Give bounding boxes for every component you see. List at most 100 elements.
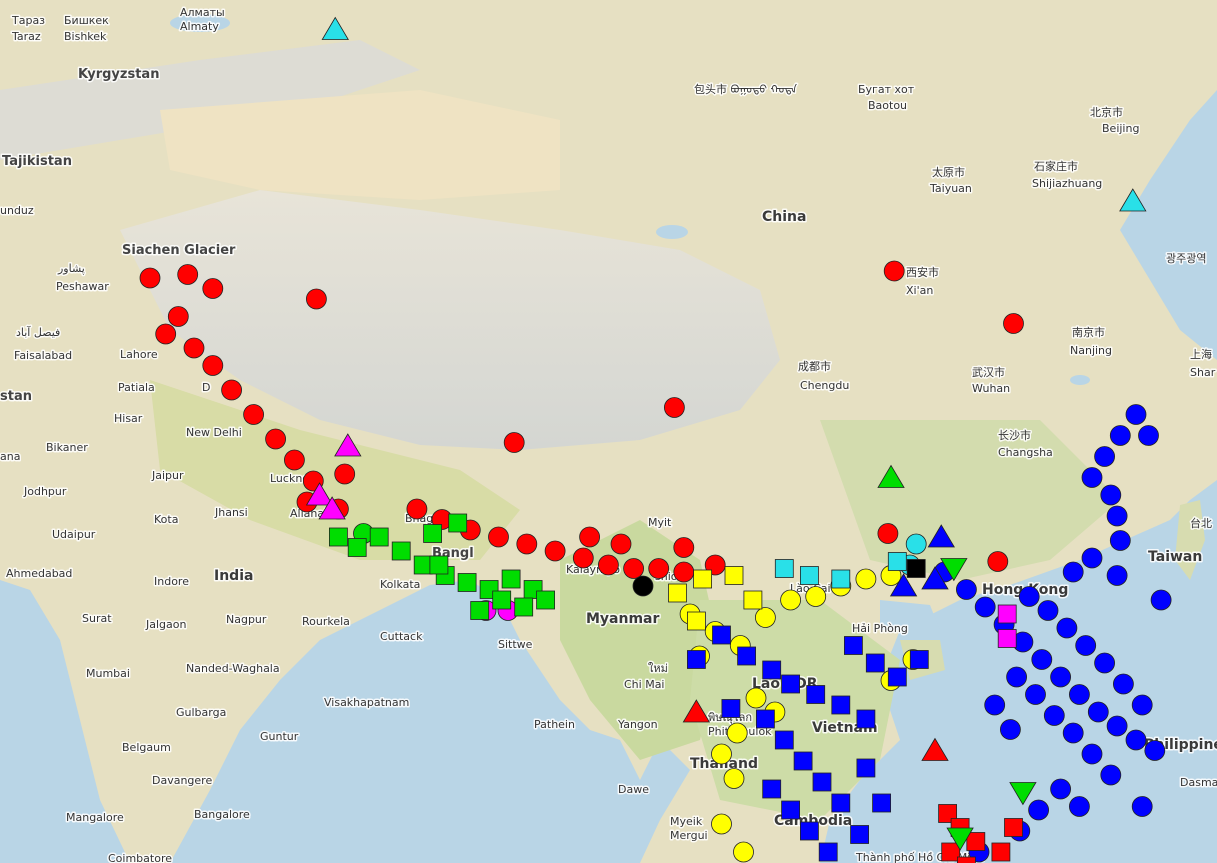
- marker-green-square-124[interactable]: [448, 513, 468, 533]
- marker-blue-circle-57[interactable]: [1043, 705, 1065, 726]
- marker-yellow-square-161[interactable]: [668, 583, 687, 603]
- marker-red-circle-20[interactable]: [516, 533, 538, 555]
- marker-red-circle-24[interactable]: [623, 558, 644, 579]
- marker-red-circle-6[interactable]: [202, 355, 224, 376]
- marker-red-circle-3[interactable]: [167, 306, 189, 327]
- marker-yellow-circle-98[interactable]: [745, 687, 767, 709]
- marker-blue-triangle-217[interactable]: [921, 566, 949, 590]
- marker-blue-circle-62[interactable]: [1069, 796, 1090, 817]
- marker-red-circle-23[interactable]: [598, 554, 619, 576]
- marker-red-square-182[interactable]: [991, 842, 1011, 862]
- marker-blue-circle-76[interactable]: [1081, 547, 1103, 569]
- marker-red-square-177[interactable]: [957, 856, 976, 863]
- marker-red-circle-31[interactable]: [503, 432, 525, 453]
- marker-red-circle-30[interactable]: [673, 537, 695, 558]
- marker-blue-square-137[interactable]: [756, 709, 775, 729]
- marker-red-circle-25[interactable]: [648, 558, 670, 579]
- marker-red-square-173[interactable]: [938, 804, 957, 823]
- marker-blue-circle-69[interactable]: [1094, 446, 1115, 467]
- marker-blue-square-155[interactable]: [909, 650, 929, 669]
- marker-green-square-116[interactable]: [391, 541, 411, 561]
- marker-blue-circle-73[interactable]: [1100, 484, 1122, 506]
- marker-black-square-170[interactable]: [906, 559, 926, 578]
- marker-blue-square-154[interactable]: [887, 667, 907, 687]
- marker-cyan-triangle-190[interactable]: [321, 16, 349, 40]
- marker-yellow-square-162[interactable]: [693, 569, 712, 589]
- marker-blue-square-160[interactable]: [721, 699, 741, 718]
- marker-blue-circle-52[interactable]: [1075, 635, 1097, 656]
- marker-blue-circle-47[interactable]: [1125, 729, 1147, 751]
- marker-blue-circle-81[interactable]: [1131, 796, 1153, 817]
- marker-blue-square-157[interactable]: [872, 793, 891, 813]
- marker-red-square-175[interactable]: [966, 832, 986, 851]
- marker-yellow-circle-91[interactable]: [755, 607, 776, 628]
- marker-red-square-183[interactable]: [1004, 818, 1023, 837]
- marker-green-triangle-209[interactable]: [877, 464, 905, 488]
- marker-green-square-121[interactable]: [501, 569, 521, 589]
- marker-blue-circle-70[interactable]: [1109, 425, 1131, 446]
- marker-yellow-square-163[interactable]: [724, 566, 744, 585]
- marker-green-square-129[interactable]: [536, 590, 555, 610]
- marker-red-circle-5[interactable]: [183, 337, 205, 359]
- marker-blue-circle-60[interactable]: [1100, 764, 1122, 786]
- marker-blue-circle-74[interactable]: [1106, 505, 1128, 527]
- marker-magenta-triangle-210[interactable]: [305, 482, 334, 506]
- marker-magenta-triangle-211[interactable]: [318, 496, 346, 520]
- marker-blue-square-142[interactable]: [762, 779, 782, 799]
- marker-blue-square-138[interactable]: [774, 730, 794, 750]
- marker-blue-square-144[interactable]: [800, 821, 819, 841]
- marker-magenta-square-171[interactable]: [997, 604, 1017, 624]
- marker-red-circle-33[interactable]: [883, 260, 905, 282]
- marker-blue-square-130[interactable]: [712, 625, 731, 645]
- marker-blue-circle-59[interactable]: [1081, 743, 1103, 765]
- marker-yellow-square-165[interactable]: [687, 611, 706, 631]
- marker-yellow-square-164[interactable]: [743, 590, 763, 610]
- marker-blue-square-131[interactable]: [737, 646, 756, 666]
- marker-blue-circle-67[interactable]: [1006, 666, 1027, 688]
- marker-red-circle-4[interactable]: [155, 323, 177, 345]
- marker-blue-square-145[interactable]: [818, 842, 838, 862]
- marker-blue-square-141[interactable]: [831, 793, 851, 813]
- marker-yellow-circle-103[interactable]: [711, 813, 732, 835]
- marker-blue-square-135[interactable]: [831, 695, 851, 715]
- marker-cyan-square-168[interactable]: [831, 569, 851, 589]
- marker-blue-circle-77[interactable]: [1062, 561, 1084, 583]
- marker-green-square-113[interactable]: [328, 527, 348, 547]
- marker-green-square-115[interactable]: [369, 527, 389, 547]
- marker-blue-circle-65[interactable]: [1000, 719, 1021, 740]
- marker-blue-circle-54[interactable]: [1113, 673, 1134, 695]
- marker-magenta-triangle-212[interactable]: [334, 433, 362, 457]
- marker-yellow-circle-92[interactable]: [780, 589, 801, 611]
- marker-red-circle-26[interactable]: [673, 561, 695, 583]
- marker-blue-circle-68[interactable]: [1081, 467, 1103, 488]
- marker-blue-square-139[interactable]: [793, 751, 813, 771]
- marker-red-circle-28[interactable]: [579, 526, 600, 548]
- marker-blue-circle-61[interactable]: [1050, 778, 1071, 800]
- marker-blue-square-133[interactable]: [781, 674, 800, 694]
- marker-green-square-126[interactable]: [470, 601, 490, 620]
- marker-blue-square-143[interactable]: [781, 800, 800, 820]
- marker-cyan-triangle-191[interactable]: [1119, 188, 1147, 212]
- marker-green-square-127[interactable]: [492, 590, 512, 610]
- marker-blue-circle-44[interactable]: [1069, 684, 1090, 705]
- marker-yellow-circle-104[interactable]: [733, 841, 754, 863]
- marker-blue-circle-75[interactable]: [1109, 530, 1131, 551]
- marker-blue-circle-66[interactable]: [984, 694, 1006, 716]
- marker-red-circle-8[interactable]: [243, 404, 265, 425]
- marker-blue-circle-48[interactable]: [1144, 740, 1166, 761]
- marker-blue-circle-78[interactable]: [1106, 565, 1128, 586]
- marker-green-square-128[interactable]: [514, 597, 534, 617]
- marker-red-circle-0[interactable]: [139, 267, 161, 289]
- marker-blue-square-134[interactable]: [806, 685, 826, 704]
- marker-blue-square-140[interactable]: [812, 772, 832, 792]
- marker-blue-square-132[interactable]: [762, 660, 782, 680]
- marker-red-triangle-214[interactable]: [921, 737, 949, 761]
- marker-cyan-square-169[interactable]: [887, 552, 907, 571]
- marker-blue-circle-42[interactable]: [1031, 649, 1053, 670]
- marker-red-circle-15[interactable]: [305, 288, 327, 310]
- marker-red-circle-19[interactable]: [488, 526, 509, 548]
- marker-blue-triangle-215[interactable]: [927, 524, 955, 548]
- marker-red-circle-12[interactable]: [334, 463, 356, 485]
- marker-blue-circle-63[interactable]: [1028, 799, 1049, 821]
